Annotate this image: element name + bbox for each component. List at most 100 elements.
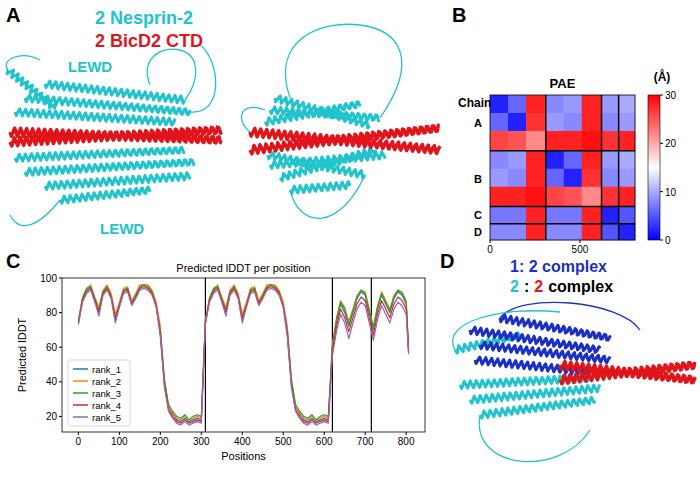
- chain-boundary: [490, 150, 635, 152]
- heat-cell: [508, 224, 526, 241]
- tick: [490, 240, 491, 243]
- heat-cell: [582, 113, 602, 131]
- tick: [324, 432, 325, 435]
- heat-cell: [546, 131, 564, 151]
- helix: [250, 128, 440, 153]
- heat-cell: [602, 113, 619, 131]
- loop: [6, 56, 40, 70]
- chain-label: D: [474, 226, 482, 238]
- heat-cell: [582, 187, 602, 207]
- helix: [500, 315, 611, 340]
- helix: [560, 362, 695, 384]
- heat-cell: [602, 169, 619, 187]
- tick-label: 200: [152, 436, 169, 447]
- tick-label: 500: [275, 436, 292, 447]
- legend-swatch: [73, 368, 88, 370]
- heat-cell: [582, 151, 602, 169]
- legend: rank_1rank_2rank_3rank_4rank_5: [68, 360, 130, 426]
- chain-boundary: [490, 223, 635, 225]
- tick-label: 600: [316, 436, 333, 447]
- legend-box: [68, 360, 130, 426]
- chart-title: Predicted lDDT per position: [176, 262, 310, 274]
- heat-cell: [526, 151, 546, 169]
- heat-cell: [546, 169, 564, 187]
- heat-cell: [619, 95, 636, 113]
- tick: [78, 432, 79, 435]
- heat-cell: [619, 207, 636, 224]
- tick: [201, 432, 202, 435]
- heat-cell: [526, 113, 546, 131]
- tick: [579, 240, 580, 243]
- tick: [119, 432, 120, 435]
- legend-text: rank_1: [92, 364, 121, 375]
- tick-label: 40: [46, 376, 58, 387]
- heat-cell: [619, 169, 636, 187]
- heat-cell: [508, 131, 526, 151]
- legend-line: 2:2complex: [510, 278, 613, 295]
- legend-text: 2 BicD2 CTD: [95, 31, 203, 51]
- structure-d: [453, 302, 696, 461]
- helix: [45, 81, 185, 103]
- loop: [500, 302, 640, 330]
- tick-label: 0: [76, 436, 82, 447]
- heat-cell: [508, 169, 526, 187]
- chain-boundary: [205, 278, 206, 432]
- heat-cell: [602, 131, 619, 151]
- heat-cell: [546, 95, 564, 113]
- heat-cell: [602, 207, 619, 224]
- axis-title: Chain: [458, 96, 491, 110]
- heat-cell: [582, 131, 602, 151]
- heatmap: [490, 95, 635, 240]
- colorbar-label: 10: [665, 187, 677, 198]
- heat-cell: [564, 224, 582, 241]
- heat-cell: [508, 151, 526, 169]
- legend-text: rank_5: [92, 412, 121, 423]
- heat-cell: [526, 187, 546, 207]
- legend-text: rank_3: [92, 388, 121, 399]
- colorbar-tick: [660, 95, 663, 96]
- heat-cell: [490, 187, 508, 207]
- heat-cell: [619, 113, 636, 131]
- motif-label: LEWD: [68, 58, 112, 75]
- colorbar-tick: [660, 143, 663, 144]
- motif-label: LEWD: [100, 220, 144, 237]
- chain-label: A: [474, 117, 482, 129]
- heat-cell: [490, 151, 508, 169]
- loop: [10, 200, 60, 226]
- helix: [265, 102, 360, 126]
- chain-label: C: [474, 209, 482, 221]
- tick: [406, 432, 407, 435]
- axis-title: Positions: [221, 450, 266, 462]
- tick-label: 100: [40, 273, 57, 284]
- chain-label: B: [474, 173, 482, 185]
- heat-cell: [619, 187, 636, 207]
- loop: [147, 49, 195, 100]
- chain-boundary: [545, 95, 547, 240]
- tick: [59, 312, 62, 313]
- heat-cell: [526, 131, 546, 151]
- plot-area: [62, 278, 425, 432]
- helix: [250, 125, 440, 154]
- figure: ABCD2 Nesprin-22 BicD2 CTDLEWDLEWD1: 2 c…: [0, 0, 700, 478]
- legend-line: 1: 2 complex: [510, 258, 607, 275]
- heat-cell: [564, 187, 582, 207]
- helix: [7, 70, 56, 109]
- colorbar: [648, 95, 660, 240]
- heat-cell: [602, 95, 619, 113]
- heat-cell: [546, 224, 564, 241]
- tick: [59, 278, 62, 279]
- colorbar-title: (Å): [654, 69, 671, 84]
- helix: [480, 397, 595, 418]
- heat-cell: [526, 169, 546, 187]
- legend-text: 2: [534, 278, 543, 295]
- heat-cell: [582, 95, 602, 113]
- heat-cell: [602, 224, 619, 241]
- heat-cell: [508, 187, 526, 207]
- helix: [45, 173, 190, 190]
- heat-cell: [619, 224, 636, 241]
- tick: [283, 432, 284, 435]
- legend-text: 1: 2 complex: [510, 258, 607, 275]
- tick: [59, 416, 62, 417]
- tick-label: 300: [193, 436, 210, 447]
- heat-cell: [582, 224, 602, 241]
